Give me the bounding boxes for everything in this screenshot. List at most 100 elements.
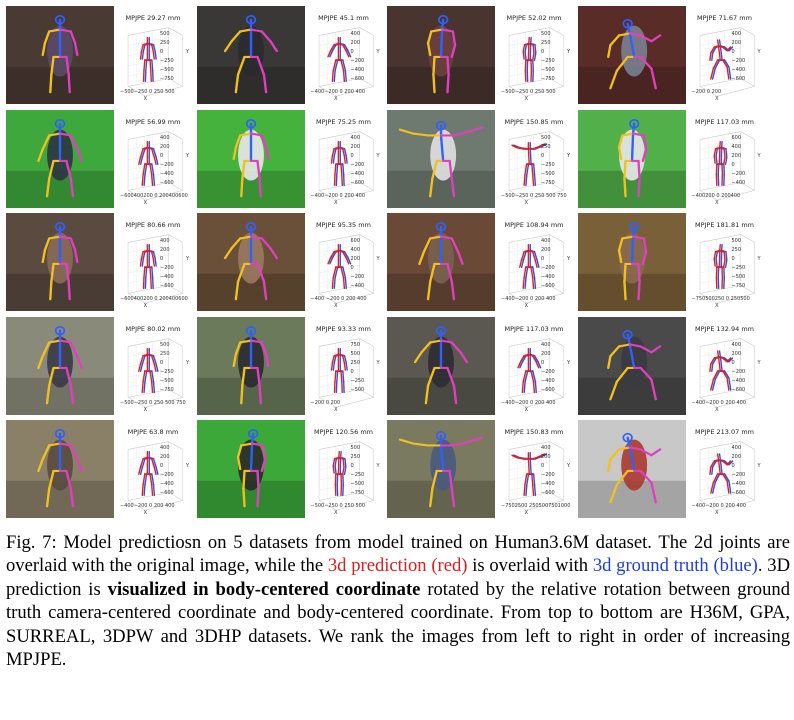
skeleton-2d-bone xyxy=(260,458,266,473)
z-tick-label: 500 xyxy=(350,445,361,451)
skeleton-3d-prediction-bone xyxy=(142,162,146,176)
skeleton-2d-bone xyxy=(69,340,79,357)
y-axis-label: Y xyxy=(185,463,189,470)
skeleton-2d-bone xyxy=(45,384,51,404)
skeleton-2d-bone xyxy=(638,366,653,381)
skeleton-3d-prediction-bone xyxy=(708,466,712,475)
plot-3d-axes xyxy=(318,337,374,407)
photo-scene xyxy=(387,109,495,208)
skeleton-3d-prediction-bone xyxy=(522,43,526,53)
skeleton-2d-bone xyxy=(411,442,430,447)
x-tick-labels: −600400200 0 200400600 xyxy=(120,296,188,302)
mpjpe-label: MPJPE 29.27 mm xyxy=(125,14,181,22)
x-tick-labels: −400−200 0 200 400 xyxy=(691,399,747,406)
skeleton-3d-ground-truth-bone xyxy=(520,259,525,268)
skeleton-2d-bone xyxy=(255,262,265,283)
skeleton-2d-head xyxy=(54,15,66,25)
plot-surreal-1: MPJPE 80.66 mm −600400200 0 200400600 X Y 40… xyxy=(114,213,192,311)
skeleton-3d-prediction-bone xyxy=(532,145,541,150)
skeleton-2d-bone xyxy=(238,338,252,344)
skeleton-3d-prediction-bone xyxy=(722,147,726,158)
skeleton-3d-ground-truth-bone xyxy=(343,250,349,259)
skeleton-2d-bone xyxy=(69,237,77,252)
skeleton-3d-prediction-bone xyxy=(531,173,535,186)
skeleton-2d-bone xyxy=(628,342,635,369)
skeleton-3d-ground-truth-bone xyxy=(143,380,146,393)
z-tick-label: 0 xyxy=(350,152,354,159)
z-tick-label: 0 xyxy=(160,152,164,159)
z-tick-label: −750 xyxy=(160,76,174,82)
skeleton-3d-ground-truth-bone xyxy=(727,480,731,494)
skeleton-3d-ground-truth-bone xyxy=(333,147,337,157)
skeleton-3d-prediction-bone xyxy=(342,69,345,83)
z-tick-label: −500 xyxy=(350,481,365,487)
z-tick-label: 0 xyxy=(160,463,164,469)
skeleton-3d-prediction-bone xyxy=(150,43,155,53)
z-tick-label: 0 xyxy=(541,152,545,159)
photo-scene xyxy=(6,213,114,311)
z-tick-label: −600 xyxy=(160,179,174,186)
plot-3dpw-4: MPJPE 132.94 mm −400−200 0 200 400 X Y 400 20… xyxy=(685,316,764,415)
skeleton-2d-bone xyxy=(638,55,653,70)
skeleton-3d-prediction-bone xyxy=(713,459,719,463)
skeleton-3d-ground-truth-bone xyxy=(346,256,351,265)
skeleton-2d-bone xyxy=(48,366,55,387)
skeleton-3d-ground-truth-bone xyxy=(724,250,728,261)
photo-scene xyxy=(196,420,305,518)
skeleton-2d-bone xyxy=(431,469,438,490)
skeleton-2d-bone xyxy=(446,55,450,76)
skeleton-2d-bone xyxy=(450,340,462,353)
z-tick-labels: 400 200 0 −200 −400 −600 xyxy=(732,341,754,395)
plot-3dpw-2: MPJPE 93.33 mm −200 0 200 X Y 750 500 250 0 −250… xyxy=(304,316,383,415)
skeleton-2d-bone xyxy=(45,487,51,508)
photo-scene xyxy=(387,316,495,415)
skeleton-3d-prediction-bone xyxy=(138,155,142,165)
skeleton-2d-bone xyxy=(236,55,246,76)
z-tick-label: 200 xyxy=(541,454,551,460)
mpjpe-label: MPJPE 95.35 mm xyxy=(316,221,371,229)
skeleton-3d-prediction-bone xyxy=(527,457,530,475)
skeleton-3d-prediction-bone xyxy=(714,249,721,253)
skeleton-2d-bone xyxy=(429,487,434,508)
skeleton-3d-ground-truth-bone xyxy=(145,59,148,72)
z-tick-labels: 400 200 0 −200 −400 −600 xyxy=(160,134,182,188)
skeleton-2d-bone xyxy=(240,159,246,180)
z-tick-label: 250 xyxy=(160,350,170,357)
z-tick-label: −600 xyxy=(541,386,555,393)
skeleton-2d-bone xyxy=(439,28,444,59)
skeleton-3d-prediction-bone xyxy=(721,356,728,363)
z-tick-label: 200 xyxy=(350,40,361,46)
z-tick-label: 250 xyxy=(160,40,170,46)
skeleton-3d-prediction-bone xyxy=(725,376,730,391)
skeleton-2d-head xyxy=(54,429,66,439)
skeleton-2d-bone xyxy=(649,481,657,504)
caption-text-2: is overlaid with xyxy=(467,555,593,577)
z-tick-label: −500 xyxy=(541,67,555,73)
skeleton-3d-prediction-bone xyxy=(150,354,155,365)
x-axis-label: X xyxy=(334,96,338,102)
skeleton-3d-ground-truth-bone xyxy=(534,43,537,54)
z-tick-label: −500 xyxy=(350,386,365,393)
skeleton-2d-bone xyxy=(260,30,272,43)
photo-3dhp-2 xyxy=(196,420,305,518)
skeleton-2d-bone xyxy=(608,34,620,47)
skeleton-2d-head xyxy=(245,15,256,25)
skeleton-3d-ground-truth-bone xyxy=(711,67,716,80)
skeleton-3d-prediction-bone xyxy=(153,362,157,372)
skeleton-3d-prediction-bone xyxy=(528,42,534,46)
x-tick-labels: −400 −200 0 200 400 xyxy=(310,296,367,302)
skeleton-3d-ground-truth-bone xyxy=(343,147,347,157)
skeleton-2d-bone xyxy=(76,354,83,369)
skeleton-3d-ground-truth-bone xyxy=(724,155,728,165)
skeleton-2d-bone xyxy=(43,237,51,252)
skeleton-2d-bone xyxy=(260,133,267,148)
z-tick-label: −250 xyxy=(731,265,746,271)
skeleton-2d-bone xyxy=(67,280,71,301)
skeleton-2d-bone xyxy=(631,122,635,135)
skeleton-3d-prediction-bone xyxy=(709,46,715,54)
skeleton-2d-bone xyxy=(608,69,618,90)
z-tick-label: 250 xyxy=(350,359,361,366)
z-tick-label: −600 xyxy=(160,283,174,289)
skeleton-2d-bone xyxy=(234,133,241,148)
skeleton-2d-bone xyxy=(73,42,79,57)
